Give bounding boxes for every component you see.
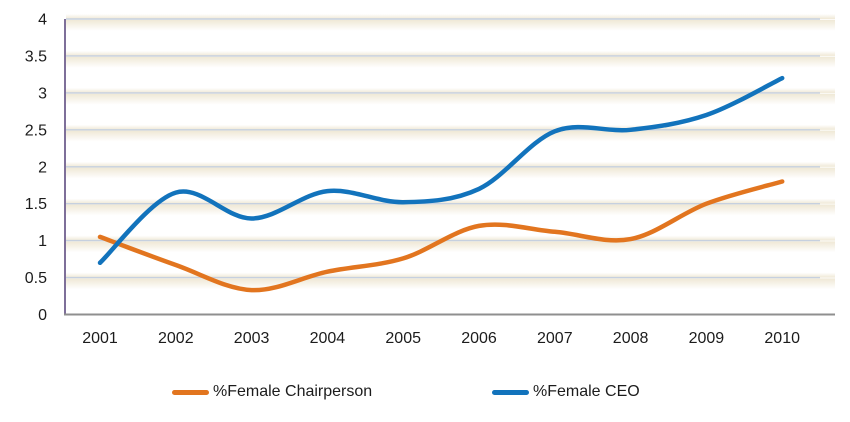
plot-stripe <box>66 93 835 105</box>
legend-swatch-female-ceo <box>492 389 529 395</box>
y-tick-label: 3 <box>38 85 47 102</box>
x-tick-label: 2002 <box>158 330 194 347</box>
plot-stripe <box>66 278 835 290</box>
x-tick-label: 2010 <box>764 330 800 347</box>
plot-stripe <box>66 241 835 253</box>
y-tick-label: 1 <box>38 233 47 250</box>
plot-area: 0 0.5 1 1.5 2 2.5 3 3.5 4 2001 2002 2003 2004 2005 200… <box>25 12 835 347</box>
x-tick-label: 2004 <box>310 330 346 347</box>
plot-stripe <box>66 167 835 179</box>
plot-stripe <box>66 198 835 204</box>
x-tick-label: 2001 <box>82 330 118 347</box>
legend-item-female-chairperson: %Female Chairperson <box>172 383 372 401</box>
plot-stripe <box>66 87 835 93</box>
plot-stripe <box>66 130 835 142</box>
plot-stripe <box>66 124 835 130</box>
plot-stripe <box>66 19 835 31</box>
series-line-female-chairperson <box>97 179 785 293</box>
x-tick-label: 2009 <box>689 330 725 347</box>
plot-stripe <box>66 50 835 56</box>
plot-stripe <box>66 204 835 216</box>
legend-label-female-ceo: %Female CEO <box>533 383 640 400</box>
plot-stripe <box>66 56 835 68</box>
legend-item-female-ceo: %Female CEO <box>492 383 640 401</box>
x-tick-label: 2005 <box>385 330 421 347</box>
y-tick-label: 4 <box>38 12 47 29</box>
series-line-female-ceo <box>97 75 785 266</box>
x-tick-label: 2008 <box>613 330 649 347</box>
plot-stripe <box>66 14 835 19</box>
y-tick-label: 0 <box>38 307 47 324</box>
x-tick-label: 2003 <box>234 330 270 347</box>
y-tick-label: 2 <box>38 159 47 176</box>
plot-stripe <box>66 161 835 167</box>
plot-stripe <box>66 272 835 278</box>
x-tick-label: 2006 <box>461 330 497 347</box>
y-tick-label: 2.5 <box>25 122 47 139</box>
legend-label-female-chairperson: %Female Chairperson <box>213 383 373 400</box>
x-tick-label: 2007 <box>537 330 573 347</box>
y-tick-label: 1.5 <box>25 196 47 213</box>
y-tick-label: 0.5 <box>25 270 47 287</box>
legend-swatch-female-chairperson <box>172 389 209 395</box>
y-tick-label: 3.5 <box>25 48 47 65</box>
